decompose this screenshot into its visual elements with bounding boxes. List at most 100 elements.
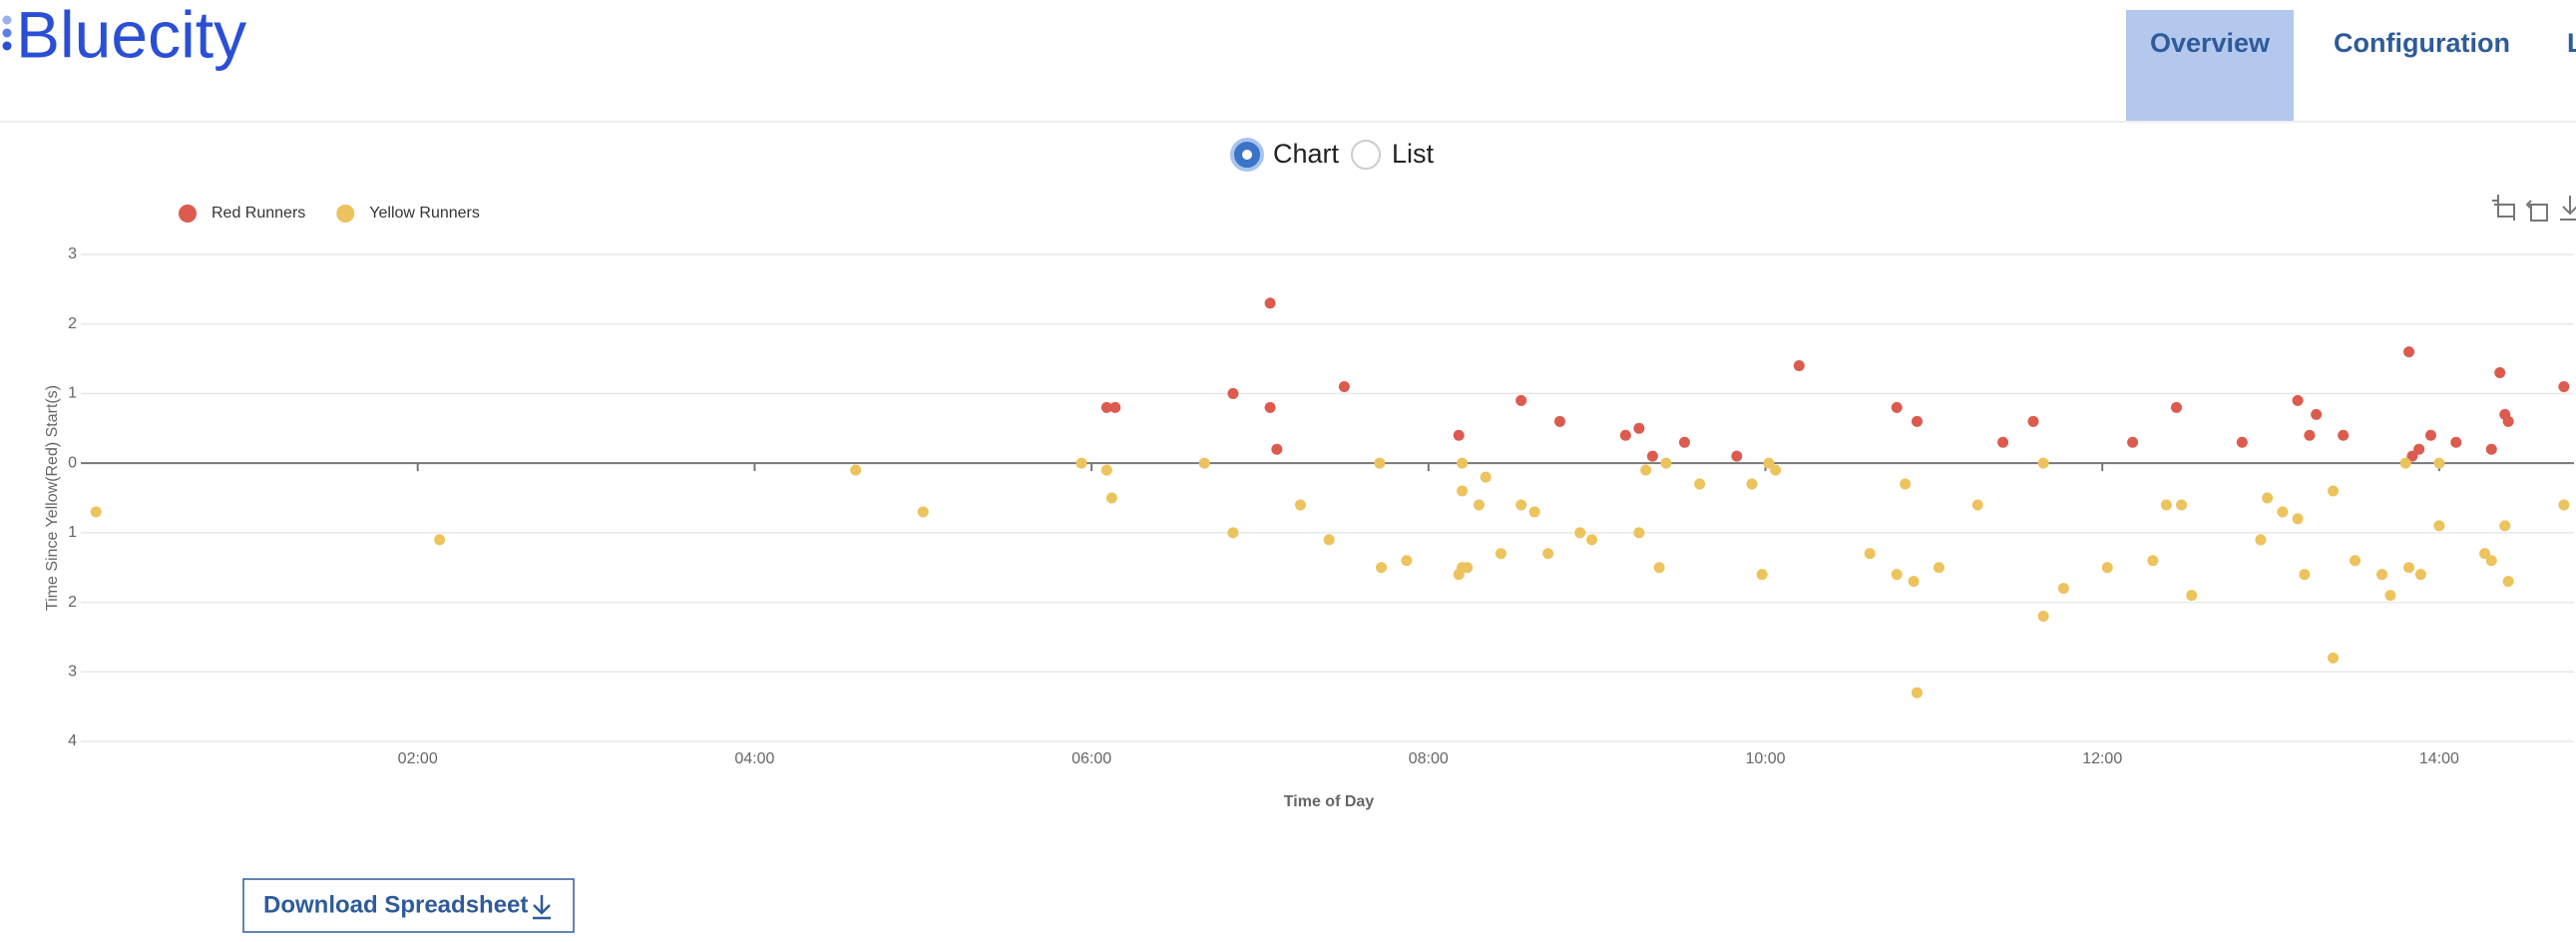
chart-toolbox xyxy=(2492,195,2576,222)
data-point xyxy=(434,534,446,546)
data-point xyxy=(1528,506,1540,518)
data-point xyxy=(1770,464,1782,476)
download-button[interactable]: Download Spreadsheet xyxy=(242,878,575,933)
logo-dot xyxy=(2,41,12,51)
data-point xyxy=(2450,436,2462,448)
data-point xyxy=(90,506,102,518)
data-point xyxy=(2558,380,2570,392)
radio-label[interactable]: List xyxy=(1392,139,1435,169)
data-point xyxy=(2311,408,2323,420)
data-point xyxy=(1109,401,1121,413)
data-point xyxy=(1100,401,1112,413)
data-point xyxy=(2403,562,2415,574)
data-point xyxy=(2171,401,2183,413)
legend-swatch xyxy=(179,205,197,223)
data-point xyxy=(2176,499,2188,511)
x-tick-label: 10:00 xyxy=(1745,750,1785,767)
data-point xyxy=(1646,450,1658,462)
data-point xyxy=(2304,429,2316,441)
x-tick-label: 06:00 xyxy=(1072,750,1111,767)
data-point xyxy=(1100,464,1112,476)
radio-unchecked[interactable] xyxy=(1351,140,1381,170)
data-point xyxy=(2406,450,2418,462)
x-tick-label: 02:00 xyxy=(398,750,438,767)
logo-dot xyxy=(2,28,12,38)
series xyxy=(1100,297,2570,462)
x-tick-label: 12:00 xyxy=(2082,750,2122,767)
data-point xyxy=(1793,360,1805,372)
data-point xyxy=(1756,569,1768,581)
data-point xyxy=(1660,457,1672,469)
y-tick-label: 2 xyxy=(68,594,77,611)
data-point xyxy=(1908,576,1920,588)
data-point xyxy=(2057,583,2069,595)
data-point xyxy=(2399,457,2411,469)
data-point xyxy=(1574,527,1586,539)
data-point xyxy=(1457,485,1469,497)
data-point xyxy=(1891,401,1903,413)
data-point xyxy=(1932,562,1944,574)
radio-label[interactable]: Chart xyxy=(1273,139,1340,169)
data-point xyxy=(2502,415,2514,427)
nav-item[interactable]: Configuration xyxy=(2334,28,2510,58)
logo-text: Bluecity xyxy=(16,0,246,71)
data-point xyxy=(2277,506,2289,518)
data-point xyxy=(2494,367,2506,379)
data-point xyxy=(2499,520,2511,532)
zoom-icon[interactable] xyxy=(2492,195,2515,221)
data-point xyxy=(1495,548,1506,560)
nav-item[interactable]: L xyxy=(2567,28,2576,58)
logo[interactable]: Bluecity xyxy=(2,0,247,71)
button-label: Download Spreadsheet xyxy=(263,891,528,918)
y-tick-label: 3 xyxy=(68,245,77,262)
data-point xyxy=(2328,652,2340,664)
radio-dot xyxy=(1242,150,1252,160)
data-point xyxy=(1554,415,1566,427)
legend-label: Yellow Runners xyxy=(369,205,480,222)
data-point xyxy=(1864,548,1876,560)
data-point xyxy=(2186,590,2198,602)
y-tick-label: 3 xyxy=(68,664,77,681)
data-point xyxy=(2384,590,2396,602)
data-point xyxy=(1891,569,1903,581)
data-point xyxy=(1633,527,1645,539)
data-point xyxy=(2236,436,2248,448)
data-point xyxy=(1453,429,1465,441)
nav-item[interactable]: Overview xyxy=(2150,28,2271,58)
data-point xyxy=(2558,499,2570,511)
data-point xyxy=(1227,527,1239,539)
restore-icon[interactable] xyxy=(2525,200,2548,222)
data-point xyxy=(2502,576,2514,588)
data-point xyxy=(1075,457,1087,469)
data-point xyxy=(2255,534,2267,546)
data-point xyxy=(1457,457,1469,469)
data-point xyxy=(1694,478,1706,490)
download-icon xyxy=(533,895,551,920)
data-point xyxy=(1900,478,1912,490)
data-point xyxy=(850,464,862,476)
data-point xyxy=(1264,297,1276,309)
legend-swatch xyxy=(336,205,355,223)
data-point xyxy=(2262,492,2274,504)
save-icon[interactable] xyxy=(2560,196,2576,221)
data-point xyxy=(2413,443,2425,455)
data-point xyxy=(1323,534,1335,546)
data-point xyxy=(2328,485,2340,497)
data-point xyxy=(2292,513,2304,525)
data-point xyxy=(1376,562,1388,574)
data-point xyxy=(1997,436,2009,448)
data-point xyxy=(2433,457,2445,469)
data-point xyxy=(2160,499,2172,511)
data-point xyxy=(1227,387,1239,399)
data-point xyxy=(2433,520,2445,532)
nav-active-bg xyxy=(2126,10,2294,123)
data-point xyxy=(1586,534,1598,546)
data-point xyxy=(1515,394,1527,406)
data-point xyxy=(2403,346,2415,358)
data-point xyxy=(1401,555,1413,567)
data-point xyxy=(2292,394,2304,406)
data-point xyxy=(1911,687,1923,699)
data-point xyxy=(1480,471,1492,483)
data-point xyxy=(1462,562,1474,574)
